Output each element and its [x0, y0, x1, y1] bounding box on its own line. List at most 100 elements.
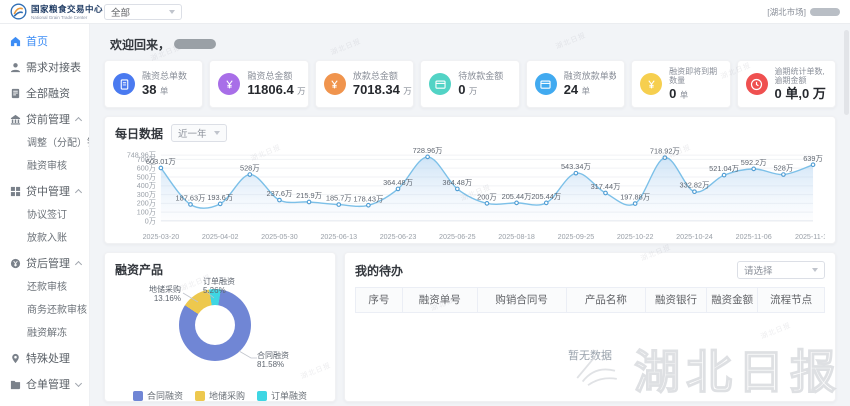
chevron-up-icon [74, 188, 83, 196]
svg-text:205.44万: 205.44万 [502, 192, 532, 201]
svg-text:187.63万: 187.63万 [176, 193, 206, 202]
stat-value: 0 单 [669, 85, 689, 101]
document-icon [113, 73, 135, 95]
user-market-label: [湖北市场] [767, 6, 806, 17]
scrollbar[interactable] [844, 30, 849, 115]
column-header-4: 融资银行 [646, 288, 707, 312]
sidebar-item-special[interactable]: 特殊处理 [0, 345, 89, 371]
svg-text:0万: 0万 [145, 217, 156, 225]
svg-text:600万: 600万 [137, 165, 156, 173]
svg-text:718.92万: 718.92万 [650, 147, 680, 156]
sidebar-item-pre-loan[interactable]: 贷前管理 [0, 106, 89, 132]
svg-text:2025-03-20: 2025-03-20 [143, 233, 180, 241]
legend-swatch [194, 390, 205, 401]
chevron-down-icon [214, 131, 221, 135]
stat-label: 放款总金额 [352, 70, 398, 81]
stat-value: 0 万 [458, 81, 478, 97]
svg-text:2025-05-30: 2025-05-30 [261, 233, 298, 241]
financing-products-title: 融资产品 [115, 263, 164, 277]
sidebar-item-demand-docking[interactable]: 需求对接表 [0, 54, 89, 80]
svg-text:215.9万: 215.9万 [296, 191, 322, 200]
brand-logo: 国家粮食交易中心 National Grain Trade Center [10, 3, 103, 20]
svg-text:197.88万: 197.88万 [620, 193, 650, 202]
legend-item-2[interactable]: 订单融资 [257, 389, 307, 402]
coin-icon [640, 73, 663, 95]
sidebar-item-label: 全部融资 [26, 88, 70, 100]
bank-icon [10, 114, 21, 125]
market-filter-select[interactable]: 全部 [104, 3, 182, 20]
todo-filter-value: 请选择 [744, 266, 773, 277]
stat-card-2: 放款总金额 7018.34 万 [314, 60, 415, 108]
date-range-select[interactable]: 近一年 [171, 124, 228, 142]
daily-data-title: 每日数据 [115, 126, 164, 141]
sidebar-item-all-financing[interactable]: 全部融资 [0, 80, 89, 106]
legend-item-1[interactable]: 地储采购 [194, 389, 245, 402]
sidebar-item-home[interactable]: 首页 [0, 28, 89, 54]
column-header-2: 购销合同号 [478, 288, 567, 312]
welcome-bar: 欢迎回来， [104, 32, 836, 56]
sidebar-item-label: 贷前管理 [26, 114, 70, 126]
svg-text:332.82万: 332.82万 [680, 181, 710, 190]
chevron-down-icon [169, 9, 175, 14]
donut-label-1: 合同融资 81.58% [257, 351, 289, 369]
svg-text:193.6万: 193.6万 [207, 193, 233, 202]
sidebar-item-label: 贷中管理 [26, 186, 70, 198]
sidebar-subitem[interactable]: 协议签订 [27, 210, 67, 221]
sidebar-item-label: 仓单管理 [26, 379, 70, 391]
daily-data-line-chart: 0万100万200万300万400万500万600万700万748.96万202… [127, 146, 831, 241]
money-icon [218, 73, 241, 95]
financing-products-donut [179, 289, 251, 361]
chevron-up-icon [74, 260, 83, 268]
legend-item-0[interactable]: 合同融资 [132, 389, 183, 402]
folder-icon [10, 379, 21, 390]
svg-text:528万: 528万 [774, 164, 794, 173]
sidebar-subitem[interactable]: 融资审核 [27, 161, 67, 172]
sidebar-item-warehouse-receipt[interactable]: 仓单管理 [0, 371, 89, 397]
sidebar-item-post-loan[interactable]: 贷后管理 [0, 250, 89, 276]
daily-data-chart-area: 0万 100万 200万 300万 400万 500万 600万 700万 748.96万 202… [115, 143, 831, 248]
todo-card: 我的待办 请选择 序号 融资单号 购销合同号 产品名称 融资银行 融资金额 流程节点 暂无数… [344, 252, 836, 402]
svg-text:500万: 500万 [137, 173, 156, 181]
stat-label: 融资即将到期数量 [669, 66, 718, 85]
sidebar-item-label: 首页 [26, 36, 48, 48]
sidebar-subitem[interactable]: 调整（分配）银行 [27, 138, 89, 149]
chevron-down-icon [74, 379, 83, 387]
svg-text:528万: 528万 [240, 164, 260, 173]
stat-card-4: 融资放款单数 24 单 [525, 60, 626, 108]
sidebar-subitem[interactable]: 还款审核 [27, 282, 67, 293]
svg-text:2025-09-25: 2025-09-25 [558, 233, 595, 241]
coin-icon [10, 258, 21, 269]
document-icon [10, 88, 21, 99]
card-icon [429, 73, 452, 95]
svg-text:178.43万: 178.43万 [353, 194, 383, 203]
stat-label: 融资放款单数 [563, 70, 617, 81]
svg-text:364.48万: 364.48万 [383, 178, 413, 187]
todo-filter-select[interactable]: 请选择 [737, 261, 825, 279]
svg-text:2025-11-18: 2025-11-18 [795, 233, 825, 241]
stat-card-1: 融资总金额 11806.4 万 [209, 60, 309, 108]
svg-text:592.2万: 592.2万 [741, 158, 767, 167]
brand-subtitle: National Grain Trade Center [31, 15, 88, 20]
sidebar-subitem[interactable]: 融资解冻 [27, 328, 67, 339]
svg-text:364.48万: 364.48万 [442, 178, 472, 187]
svg-text:200万: 200万 [477, 192, 497, 201]
grain-center-logo-icon [10, 3, 27, 20]
sidebar-item-mid-loan[interactable]: 贷中管理 [0, 178, 89, 204]
donut-label-0: 订单融资 5.26% [203, 277, 235, 295]
sidebar-item-label: 特殊处理 [26, 353, 70, 365]
svg-text:200万: 200万 [137, 200, 156, 208]
sidebar-subitem[interactable]: 放款入账 [27, 233, 67, 244]
svg-text:185.7万: 185.7万 [326, 194, 352, 203]
sidebar-subitem[interactable]: 商务还款审核 [27, 305, 87, 316]
svg-text:205.44万: 205.44万 [531, 192, 561, 201]
financing-products-card: 融资产品 订单融资 5.26% 合同融资 81.58% 地储采购 13.16% 合同融资地… [104, 252, 336, 402]
column-header-5: 融资金额 [707, 288, 759, 312]
svg-text:400万: 400万 [137, 182, 156, 190]
svg-text:2025-08-18: 2025-08-18 [498, 233, 535, 241]
stat-card-3: 待放款金额 0 万 [420, 60, 520, 108]
legend-swatch [132, 390, 143, 401]
stat-value: 0 单,0 万 [774, 85, 826, 101]
svg-text:237.6万: 237.6万 [267, 189, 293, 198]
stats-row: 融资总单数 38 单融资总金额 11806.4 万放款总金额 7018.34 万待放款… [104, 60, 836, 108]
